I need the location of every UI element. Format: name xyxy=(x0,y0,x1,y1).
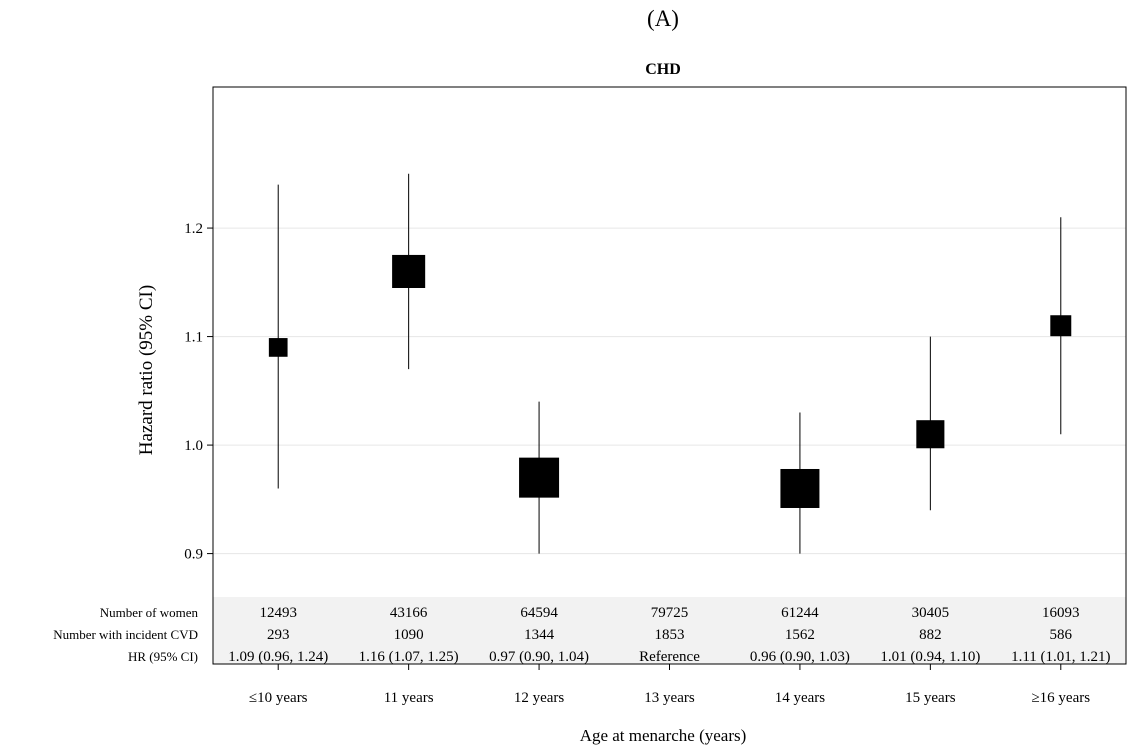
table-background xyxy=(213,597,1126,664)
hr-marker xyxy=(392,254,426,289)
y-tick-label: 1.1 xyxy=(184,330,203,346)
hr-marker xyxy=(519,457,560,498)
table-cell: 1344 xyxy=(524,627,555,643)
y-tick-label: 0.9 xyxy=(184,547,203,563)
table-cell: 16093 xyxy=(1042,605,1080,621)
x-tick-label: 14 years xyxy=(775,690,826,706)
table-cell: 293 xyxy=(267,627,290,643)
x-tick-label: 15 years xyxy=(905,690,956,706)
panel-label: (A) xyxy=(647,6,679,31)
table-cell: 1562 xyxy=(785,627,815,643)
y-tick-label: 1.0 xyxy=(184,438,203,454)
table-row-label: Number with incident CVD xyxy=(53,627,198,642)
y-axis-label: Hazard ratio (95% CI) xyxy=(136,285,157,455)
x-tick-label: 12 years xyxy=(514,690,565,706)
hr-marker xyxy=(780,468,820,508)
x-tick-label: ≥16 years xyxy=(1031,690,1090,706)
table-cell: 1.16 (1.07, 1.25) xyxy=(359,649,459,665)
table-cell: 0.96 (0.90, 1.03) xyxy=(750,649,850,665)
table-cell: 1.11 (1.01, 1.21) xyxy=(1011,649,1110,665)
table-row-label: HR (95% CI) xyxy=(128,649,198,664)
table-cell: 61244 xyxy=(781,605,819,621)
table-cell: 79725 xyxy=(651,605,689,621)
hr-marker xyxy=(268,338,288,357)
x-axis-label: Age at menarche (years) xyxy=(580,726,747,745)
x-tick-label: ≤10 years xyxy=(249,690,308,706)
table-cell: 1.01 (0.94, 1.10) xyxy=(880,649,980,665)
hr-marker xyxy=(916,420,945,449)
plot-frame xyxy=(212,86,1127,665)
table-cell: 882 xyxy=(919,627,942,643)
table-row-label: Number of women xyxy=(100,605,199,620)
table-cell: 1.09 (0.96, 1.24) xyxy=(228,649,328,665)
table-cell: 1853 xyxy=(655,627,685,643)
chart-title: CHD xyxy=(645,61,681,78)
table-cell: 30405 xyxy=(912,605,950,621)
x-tick-label: 11 years xyxy=(384,690,434,706)
table-cell: 12493 xyxy=(259,605,297,621)
table-cell: 0.97 (0.90, 1.04) xyxy=(489,649,589,665)
y-tick-label: 1.2 xyxy=(184,221,203,237)
table-cell: Reference xyxy=(639,649,700,665)
table-cell: 43166 xyxy=(390,605,428,621)
table-cell: 586 xyxy=(1050,627,1073,643)
hr-marker xyxy=(1050,315,1072,337)
table-cell: 1090 xyxy=(394,627,424,643)
x-tick-label: 13 years xyxy=(644,690,695,706)
table-cell: 64594 xyxy=(520,605,558,621)
